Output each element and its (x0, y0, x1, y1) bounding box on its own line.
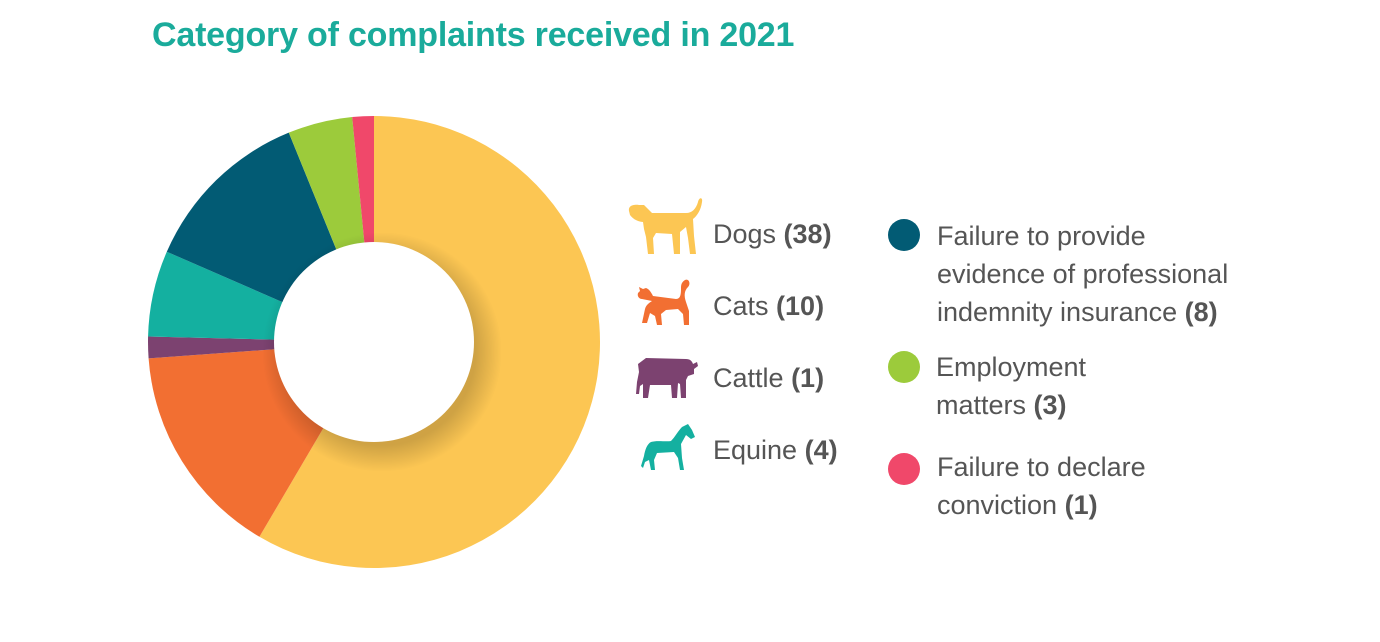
legend-item-conviction: Failure to declare conviction (1) (937, 452, 1146, 520)
legend-item-insurance: Failure to provide evidence of professio… (937, 221, 1229, 327)
horse-icon (641, 424, 695, 470)
cat-icon (637, 279, 690, 325)
legend-item-employment: Employment matters (3) (936, 352, 1087, 420)
chart-title: Category of complaints received in 2021 (152, 16, 795, 54)
donut-chart (148, 116, 600, 568)
dog-icon (628, 198, 703, 254)
legend-dot-employment (888, 351, 920, 383)
legend-item-equine: Equine (4) (713, 435, 838, 465)
cow-icon (636, 358, 698, 398)
legend-item-cats: Cats (10) (713, 291, 825, 321)
legend-dot-conviction (888, 453, 920, 485)
donut-hole (274, 242, 474, 442)
legend-item-cattle: Cattle (1) (713, 363, 825, 393)
legend-dot-insurance (888, 219, 920, 251)
legend-item-dogs: Dogs (38) (713, 219, 832, 249)
